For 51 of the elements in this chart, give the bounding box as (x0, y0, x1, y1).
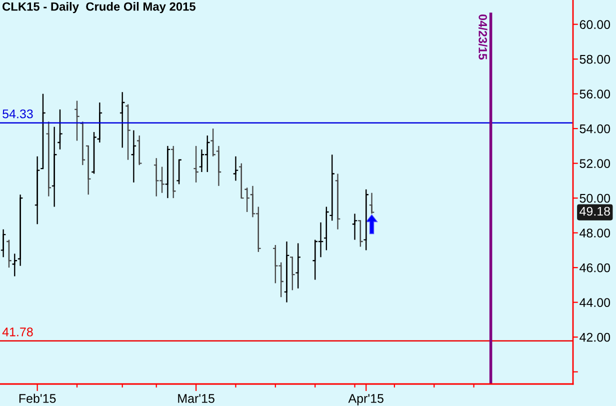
candlestick (57, 108, 63, 150)
ref-line-label: 41.78 (2, 328, 33, 336)
candlestick (80, 121, 86, 166)
candlestick (334, 173, 341, 230)
candlestick (216, 145, 222, 187)
candlestick (368, 192, 375, 214)
candlestick (119, 92, 126, 148)
candlestick (74, 100, 80, 142)
candlestick (238, 162, 244, 199)
y-tick-label: 54.00 (580, 124, 610, 134)
y-tick-label: 42.00 (580, 332, 610, 342)
candlestick (323, 206, 330, 251)
y-tick-label: 58.00 (580, 54, 610, 64)
y-tick-label: 44.00 (580, 298, 610, 307)
x-tick-label: Apr'15 (348, 394, 384, 406)
candlestick (17, 194, 24, 266)
y-tick-label: 48.00 (580, 228, 610, 238)
x-tick-label: Feb'15 (19, 394, 56, 403)
candlestick (0, 228, 6, 258)
y-tick-label: 50.00 (580, 194, 610, 203)
candlestick (363, 188, 370, 251)
ref-line-label: 54.33 (2, 109, 33, 118)
candlestick (210, 128, 216, 157)
candlestick (136, 134, 142, 166)
y-tick-label: 52.00 (580, 159, 610, 168)
candlestick (125, 104, 131, 160)
chart-title: CLK15 - Daily Crude Oil May 2015 (2, 2, 196, 14)
candlestick (295, 242, 302, 290)
y-tick-label: 56.00 (580, 90, 610, 98)
candlestick (176, 159, 182, 185)
candlestick (85, 145, 92, 196)
candlestick (130, 130, 137, 184)
candlestick (6, 239, 12, 268)
candlestick (34, 156, 40, 225)
x-tick-label: Mar'15 (178, 394, 214, 403)
y-tick-label: 46.00 (580, 263, 610, 272)
candlestick (51, 126, 58, 208)
candlestick (96, 102, 103, 144)
candlestick (244, 187, 250, 213)
candlestick (170, 145, 176, 199)
text: 49.18 (580, 206, 610, 216)
candlestick (91, 131, 97, 174)
ref-line-label: 04/23/15 (478, 14, 488, 60)
candlestick (284, 240, 290, 303)
candlestick (164, 145, 171, 199)
candlestick (289, 256, 296, 291)
candlestick (40, 93, 46, 170)
y-tick-label: 60.00 (580, 20, 610, 29)
candlestick (329, 154, 336, 222)
candlestick (357, 220, 364, 248)
candlestick (46, 121, 52, 197)
